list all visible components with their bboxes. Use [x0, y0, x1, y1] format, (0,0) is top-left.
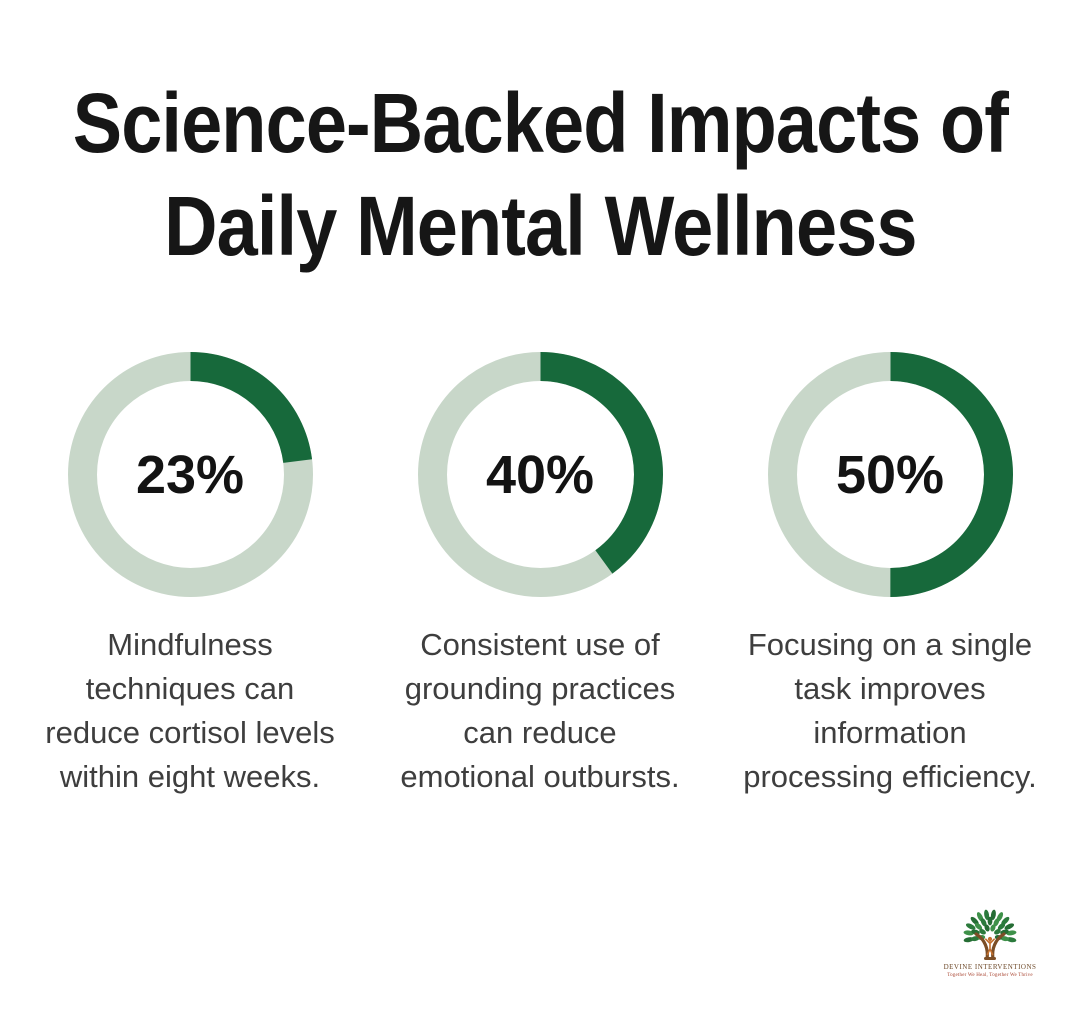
donut-chart-40: 40%	[417, 352, 663, 597]
stat-caption: Consistent use of grounding practices ca…	[400, 627, 680, 794]
tree-logo-icon	[963, 909, 1017, 960]
donut-arc	[767, 352, 1013, 597]
donut-chart-50: 50%	[767, 352, 1013, 597]
donut-arc	[67, 352, 313, 597]
donut-svg	[767, 352, 1013, 597]
donut-percent-label: 50%	[835, 444, 945, 505]
brand-logo: DEVINE INTERVENTIONS Together We Heal, T…	[925, 906, 1055, 978]
brand-tagline: Together We Heal, Together We Thrive	[947, 973, 1033, 978]
donut-percent-label: 23%	[135, 444, 245, 505]
stat-caption: Mindfulness techniques can reduce cortis…	[45, 627, 335, 794]
donut-chart-23: 23%	[67, 352, 313, 597]
donut-percent-label: 40%	[485, 444, 595, 505]
stats-row: 23% Mindfulness techniques can reduce co…	[15, 352, 1065, 799]
page-title: Science-Backed Impacts of Daily Mental W…	[0, 72, 1080, 278]
stat-card-grounding: 40% Consistent use of grounding practice…	[365, 352, 715, 799]
donut-svg	[417, 352, 663, 597]
brand-name: DEVINE INTERVENTIONS	[943, 963, 1037, 971]
stat-caption: Focusing on a single task improves infor…	[743, 627, 1037, 794]
stat-card-mindfulness: 23% Mindfulness techniques can reduce co…	[15, 352, 365, 799]
donut-arc	[417, 352, 663, 597]
tree-figure	[985, 936, 995, 956]
stat-card-focus: 50% Focusing on a single task improves i…	[715, 352, 1065, 799]
page-title-text: Science-Backed Impacts of Daily Mental W…	[72, 76, 1008, 273]
donut-svg	[67, 352, 313, 597]
